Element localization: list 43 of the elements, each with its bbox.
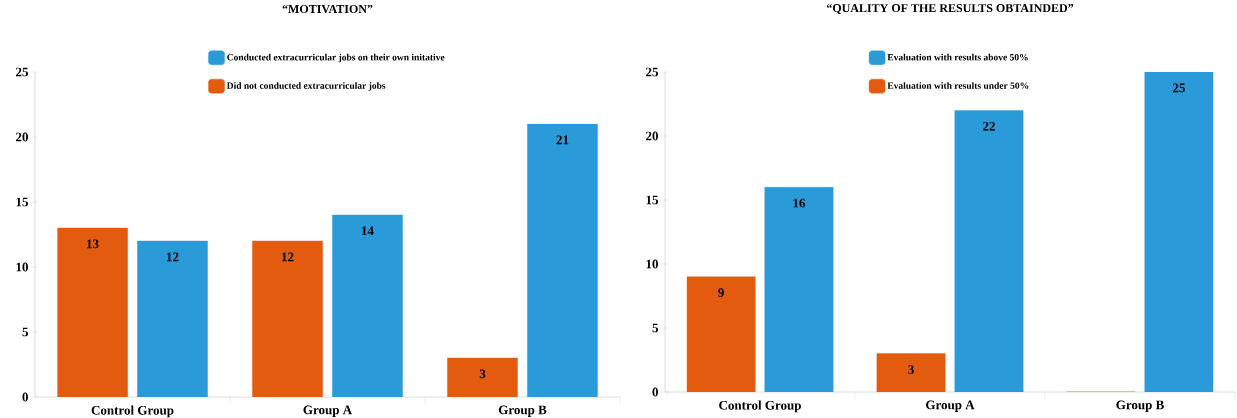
- chart-title: “QUALITY OF THE RESULTS OBTAINDED”: [826, 4, 1074, 14]
- legend-label: Did not conducted extracurricular jobs: [226, 82, 386, 91]
- y-tick-label: 15: [16, 197, 28, 207]
- bar: [954, 110, 1024, 392]
- bar: [137, 240, 208, 397]
- y-tick-label: 20: [16, 132, 28, 142]
- bar: [1144, 72, 1214, 392]
- data-label: 3: [479, 369, 486, 379]
- x-tick-label: Group B: [1116, 400, 1164, 412]
- data-label: 22: [983, 121, 995, 131]
- x-tick-label: Group B: [498, 405, 547, 417]
- y-tick-label: 25: [16, 67, 28, 77]
- bar: [686, 276, 756, 392]
- legend-label: Evaluation with results under 50%: [887, 82, 1029, 89]
- x-tick-label: Group A: [303, 405, 353, 417]
- data-label: 9: [718, 288, 724, 298]
- y-tick-label: 10: [646, 259, 658, 269]
- bar: [764, 187, 834, 392]
- y-tick-label: 25: [646, 67, 658, 77]
- legend-label: Evaluation with results above 50%: [887, 53, 1028, 61]
- x-tick-label: Control Group: [719, 400, 801, 413]
- y-tick-label: 15: [646, 195, 658, 205]
- y-tick-label: 20: [646, 131, 658, 141]
- data-label: 14: [362, 226, 374, 236]
- data-label: 25: [1173, 83, 1185, 93]
- y-tick-label: 0: [652, 387, 658, 397]
- x-tick-label: Group A: [926, 400, 975, 412]
- y-tick-label: 5: [652, 323, 658, 333]
- bar: [527, 123, 598, 397]
- data-label: 13: [87, 239, 99, 249]
- y-tick-label: 10: [16, 262, 28, 272]
- data-label: 16: [793, 198, 806, 208]
- data-label: 21: [556, 135, 569, 145]
- chart-title: “MOTIVATION”: [282, 4, 373, 14]
- data-label: 12: [282, 252, 294, 262]
- x-tick-label: Control Group: [91, 405, 174, 418]
- bar: [332, 214, 403, 397]
- y-tick-label: 5: [22, 327, 28, 337]
- y-tick-label: 0: [22, 392, 28, 402]
- data-label: 12: [167, 252, 179, 262]
- bar: [876, 353, 946, 392]
- data-label: 3: [908, 365, 914, 374]
- legend-label: Conducted extracurricular jobs on their own initative: [227, 53, 445, 63]
